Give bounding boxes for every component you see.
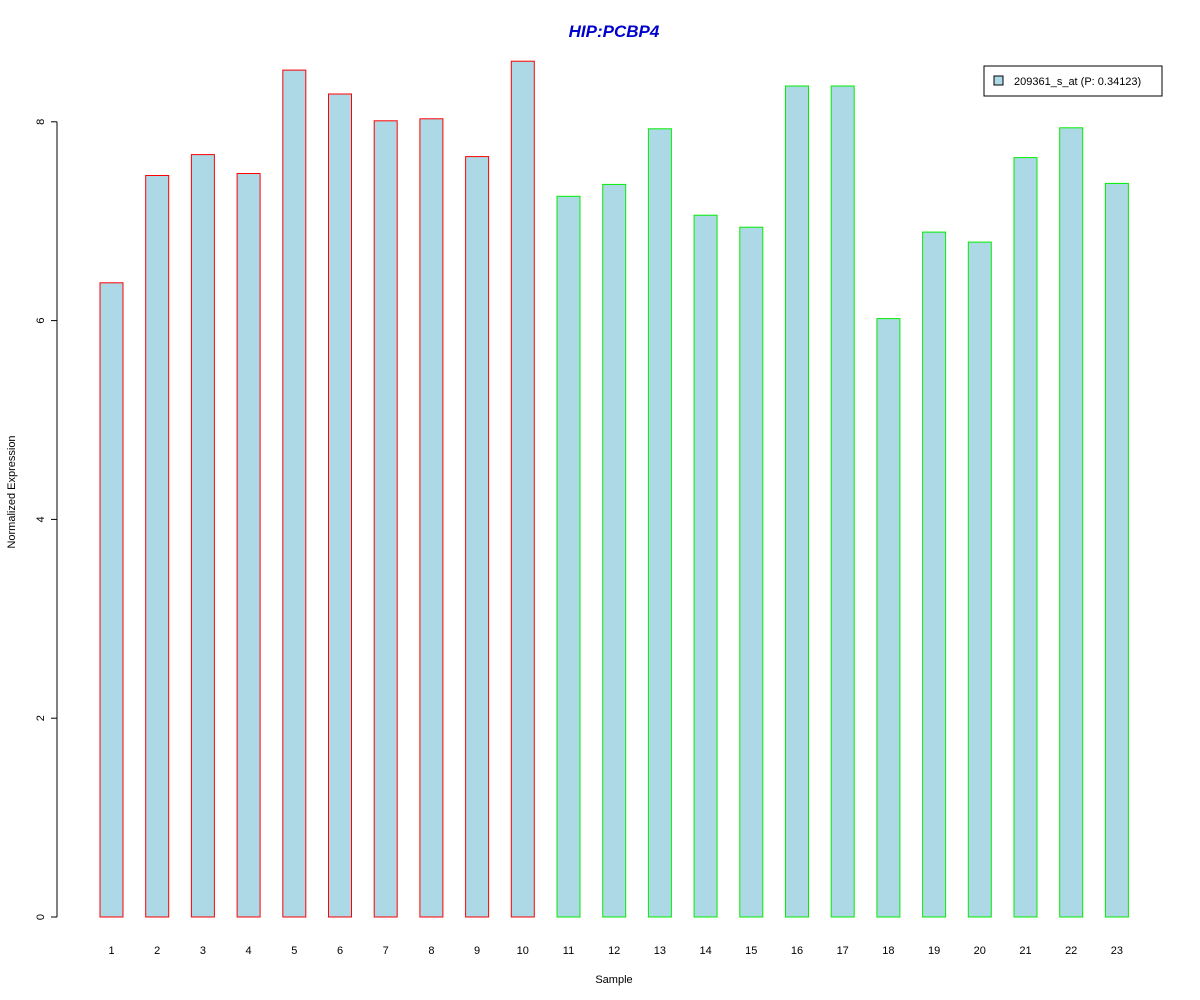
bar bbox=[693, 214, 718, 918]
x-tick-label: 1 bbox=[108, 945, 114, 957]
chart-title: HIP:PCBP4 bbox=[569, 22, 660, 41]
x-tick-label: 6 bbox=[337, 945, 343, 957]
bar bbox=[647, 128, 672, 918]
bar bbox=[876, 318, 901, 918]
x-tick-label: 8 bbox=[428, 945, 434, 957]
bar bbox=[556, 195, 581, 918]
bar bbox=[1104, 182, 1129, 918]
x-tick-label: 18 bbox=[882, 945, 894, 957]
x-tick-label: 5 bbox=[291, 945, 297, 957]
y-tick-label: 2 bbox=[35, 715, 47, 721]
x-tick-label: 4 bbox=[246, 945, 252, 957]
x-tick-label: 22 bbox=[1065, 945, 1077, 957]
x-tick-label: 11 bbox=[563, 945, 574, 957]
x-tick-label: 3 bbox=[200, 945, 206, 957]
bar bbox=[419, 118, 444, 918]
x-tick-label: 15 bbox=[745, 945, 757, 957]
y-tick-label: 8 bbox=[35, 119, 47, 125]
legend: 209361_s_at (P: 0.34123) bbox=[983, 65, 1163, 97]
bar bbox=[922, 231, 947, 918]
x-tick-label: 7 bbox=[383, 945, 389, 957]
bar bbox=[1059, 127, 1084, 918]
bar bbox=[967, 241, 992, 918]
bar bbox=[373, 120, 398, 918]
bar bbox=[328, 93, 352, 918]
x-tick-label: 20 bbox=[974, 945, 986, 957]
bar bbox=[785, 85, 809, 918]
x-tick-label: 9 bbox=[474, 945, 480, 957]
x-tick-label: 14 bbox=[699, 945, 711, 957]
x-axis-label: Sample bbox=[595, 974, 632, 986]
x-tick-label: 19 bbox=[928, 945, 940, 957]
bar bbox=[236, 173, 261, 918]
bar bbox=[1013, 157, 1038, 918]
x-tick-labels: 1 2 3 4 5 6 7 8 9 10 11 12 13 14 15 16 17 18 19 20 21 22 23 bbox=[108, 945, 1123, 957]
x-tick-label: 2 bbox=[154, 945, 160, 957]
x-tick-label: 10 bbox=[517, 945, 529, 957]
x-tick-label: 12 bbox=[608, 945, 620, 957]
x-tick-label: 23 bbox=[1111, 945, 1123, 957]
y-axis: 0 2 4 6 8 bbox=[35, 119, 58, 920]
bar bbox=[739, 226, 764, 918]
x-tick-label: 13 bbox=[654, 945, 666, 957]
legend-box bbox=[983, 65, 1163, 97]
x-tick-label: 16 bbox=[791, 945, 803, 957]
bar bbox=[190, 154, 215, 918]
bar bbox=[99, 282, 124, 918]
bar bbox=[282, 69, 307, 918]
y-tick-label: 4 bbox=[35, 516, 47, 522]
bar bbox=[830, 85, 855, 918]
bar bbox=[510, 60, 535, 918]
y-tick-label: 0 bbox=[35, 914, 47, 920]
bar bbox=[145, 175, 170, 918]
y-tick-label: 6 bbox=[35, 318, 47, 324]
y-axis-label: Normalized Expression bbox=[6, 435, 18, 548]
legend-entry-label: 209361_s_at (P: 0.34123) bbox=[1014, 76, 1141, 88]
x-tick-label: 21 bbox=[1019, 945, 1031, 957]
bar bbox=[465, 156, 490, 918]
bar bbox=[602, 183, 627, 918]
bars-group bbox=[99, 60, 1129, 918]
legend-swatch bbox=[993, 75, 1004, 86]
x-tick-label: 17 bbox=[837, 945, 849, 957]
